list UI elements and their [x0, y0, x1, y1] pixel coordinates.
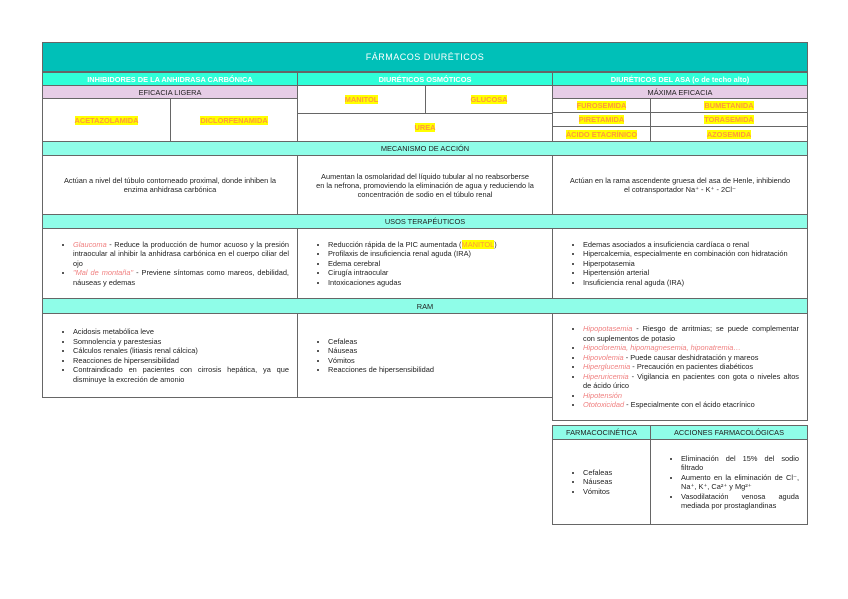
- ram-loop: Hipopotasemia - Riesgo de arritmias; se …: [552, 313, 808, 421]
- drug-name: AZOSEMIDA: [706, 129, 752, 139]
- drug-name: TORASEMIDA: [704, 115, 754, 124]
- term: Ototoxicidad: [583, 400, 625, 410]
- list-item: Vómitos: [328, 356, 544, 366]
- list-item: Hiperglucemia - Precaución en pacientes …: [583, 362, 799, 372]
- uses-header: USOS TERAPÉUTICOS: [42, 214, 808, 229]
- list-item: Acidosis metabólica leve: [73, 327, 289, 337]
- text: - Vigilancia en pacientes con gota o niv…: [583, 371, 799, 391]
- drug-cell: BUMETANIDA: [650, 98, 808, 113]
- list-item: Ototoxicidad - Especialmente con el ácid…: [583, 400, 799, 410]
- list-item: Intoxicaciones agudas: [328, 278, 544, 288]
- list-item: Náuseas: [583, 477, 642, 487]
- ram-header: RAM: [42, 298, 808, 314]
- list-item: Glaucoma - Reduce la producción de humor…: [73, 240, 289, 269]
- page-title: FÁRMACOS DIURÉTICOS: [42, 42, 808, 72]
- uses-loop: Edemas asociados a insuficiencia cardíac…: [552, 228, 808, 299]
- pk-header: FARMACOCINÉTICA: [552, 425, 651, 440]
- list-item: Hipotensión: [583, 391, 799, 401]
- text: - Previene síntomas como mareos, debilid…: [73, 268, 289, 287]
- list-item: Contraindicado en pacientes con cirrosis…: [73, 365, 289, 384]
- uses-osmotic: Reducción rápida de la PIC aumentada (MA…: [297, 228, 553, 299]
- drug-cell: DICLORFENAMIDA: [170, 98, 298, 142]
- ram-osmotic: Cefaleas Náuseas Vómitos Reacciones de h…: [297, 313, 553, 398]
- drug-cell: MANITOL: [297, 85, 426, 114]
- text: - Puede causar deshidratación y mareos: [623, 352, 759, 362]
- group-header-loop: DIURÉTICOS DEL ASA (o de techo alto): [552, 72, 808, 86]
- drug-name: FUROSEMIDA: [576, 101, 627, 110]
- drug-cell: GLUCOSA: [425, 85, 553, 114]
- drug-name: GLUCOSA: [470, 95, 508, 104]
- group-header-osmotic: DIURÉTICOS OSMÓTICOS: [297, 72, 553, 86]
- list-item: Vómitos: [583, 487, 642, 497]
- text: - Reduce la producción de humor acuoso y…: [73, 239, 289, 268]
- list-item: Hipertensión arterial: [583, 268, 799, 278]
- list-item: Edema cerebral: [328, 259, 544, 269]
- list-item: Edemas asociados a insuficiencia cardíac…: [583, 240, 799, 250]
- term: Hiperglucemia: [583, 362, 631, 372]
- list-item: Hipovolemia - Puede causar deshidratació…: [583, 353, 799, 363]
- actions-header: ACCIONES FARMACOLÓGICAS: [650, 425, 808, 440]
- text: - Especialmente con el ácido etacrínico: [624, 400, 755, 410]
- list-item: Cefaleas: [328, 337, 544, 347]
- drug-name: UREA: [414, 123, 436, 132]
- drug-name: PIRETAMIDA: [578, 115, 625, 124]
- pk-cell: Cefaleas Náuseas Vómitos: [552, 439, 651, 525]
- list-item: Reacciones de hipersensibilidad: [328, 365, 544, 375]
- list-item: Profilaxis de insuficiencia renal aguda …: [328, 249, 544, 259]
- mechanism-header: MECANISMO DE ACCIÓN: [42, 141, 808, 156]
- text: Reducción rápida de la PIC aumentada (: [328, 239, 462, 249]
- term: Hiperuricemia: [583, 371, 629, 381]
- drug-cell: AZOSEMIDA: [650, 126, 808, 142]
- list-item: Hiperpotasemia: [583, 259, 799, 269]
- list-item: Hiperuricemia - Vigilancia en pacientes …: [583, 372, 799, 391]
- text: - Precaución en pacientes diabéticos: [630, 362, 754, 372]
- term: Glaucoma: [73, 239, 107, 249]
- list-item: Hipocloremia, hipomagnesemia, hiponatrem…: [583, 343, 799, 353]
- list-item: Reducción rápida de la PIC aumentada (MA…: [328, 239, 544, 250]
- drug-cell: ÁCIDO ETACRÍNICO: [552, 126, 651, 142]
- list-item: Hipercalcemia, especialmente en combinac…: [583, 249, 799, 259]
- term: Hipopotasemia: [583, 324, 633, 334]
- text: - Riesgo de arritmias; se puede compleme…: [583, 324, 799, 343]
- uses-carbonic: Glaucoma - Reduce la producción de humor…: [42, 228, 298, 299]
- list-item: Hipopotasemia - Riesgo de arritmias; se …: [583, 324, 799, 343]
- drug-cell: UREA: [297, 113, 553, 142]
- term: Hipotensión: [583, 390, 623, 400]
- term: "Mal de montaña": [73, 268, 134, 278]
- text: ): [494, 239, 497, 249]
- ram-carbonic: Acidosis metabólica leve Somnolencia y p…: [42, 313, 298, 398]
- drug-name: ÁCIDO ETACRÍNICO: [565, 129, 638, 139]
- list-item: "Mal de montaña" - Previene síntomas com…: [73, 268, 289, 287]
- term: Hipovolemia: [583, 352, 624, 362]
- list-item: Vasodilatación venosa aguda mediada por …: [681, 492, 799, 511]
- list-item: Insuficiencia renal aguda (IRA): [583, 278, 799, 288]
- drug-name: ACETAZOLAMIDA: [74, 115, 139, 125]
- list-item: Cálculos renales (litiasis renal cálcica…: [73, 346, 289, 356]
- efficacy-max: MÁXIMA EFICACIA: [552, 85, 808, 99]
- list-item: Reacciones de hipersensibilidad: [73, 356, 289, 366]
- list-item: Cirugía intraocular: [328, 268, 544, 278]
- mechanism-osmotic: Aumentan la osmolaridad del líquido tubu…: [297, 155, 553, 215]
- list-item: Náuseas: [328, 346, 544, 356]
- term: Hipocloremia, hipomagnesemia, hiponatrem…: [583, 343, 741, 353]
- drug-cell: TORASEMIDA: [650, 112, 808, 127]
- list-item: Cefaleas: [583, 468, 642, 478]
- group-header-carbonic: INHIBIDORES DE LA ANHIDRASA CARBÓNICA: [42, 72, 298, 86]
- list-item: Aumento en la eliminación de Cl⁻, Na⁺, K…: [681, 473, 799, 492]
- drug-cell: PIRETAMIDA: [552, 112, 651, 127]
- drug-name: BUMETANIDA: [704, 101, 754, 110]
- drug-name: MANITOL: [344, 95, 379, 104]
- efficacy-light: EFICACIA LIGERA: [42, 85, 298, 99]
- actions-cell: Eliminación del 15% del sodio filtrado A…: [650, 439, 808, 525]
- drug-name: DICLORFENAMIDA: [200, 115, 268, 125]
- drug-cell: ACETAZOLAMIDA: [42, 98, 171, 142]
- mechanism-carbonic: Actúan a nivel del túbulo contorneado pr…: [42, 155, 298, 215]
- drug-cell: FUROSEMIDA: [552, 98, 651, 113]
- list-item: Eliminación del 15% del sodio filtrado: [681, 454, 799, 473]
- list-item: Somnolencia y parestesias: [73, 337, 289, 347]
- highlight: MANITOL: [461, 239, 495, 249]
- mechanism-loop: Actúan en la rama ascendente gruesa del …: [552, 155, 808, 215]
